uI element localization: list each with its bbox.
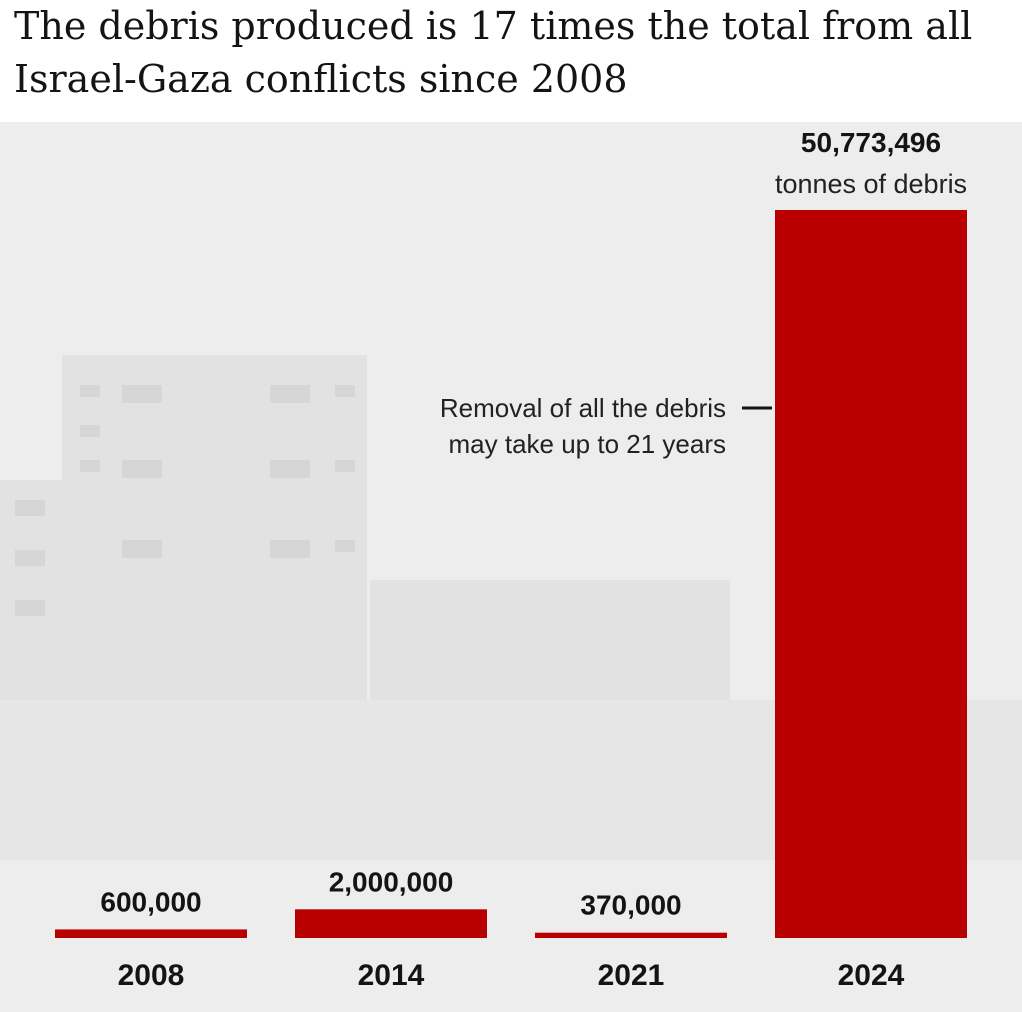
chart-title: The debris produced is 17 times the tota…	[14, 4, 973, 101]
value-label: 2,000,000	[329, 866, 454, 897]
x-tick-label: 2024	[838, 959, 905, 992]
bar	[535, 932, 727, 938]
bars: 2008 600,000 2014 2,000,000 2021 370,000 2024 5…	[55, 127, 967, 992]
value-label: 50,773,496	[801, 127, 941, 158]
x-tick-label: 2021	[598, 959, 665, 992]
background-scene	[0, 355, 1022, 860]
value-unit: tonnes of debris	[775, 169, 967, 199]
background-windows	[15, 385, 355, 616]
annotation: Removal of all the debris may take up to…	[439, 393, 726, 459]
bar	[775, 210, 967, 938]
bar	[55, 929, 247, 938]
x-tick-label: 2008	[118, 959, 185, 992]
bar	[295, 909, 487, 938]
value-label: 370,000	[580, 890, 681, 921]
value-label: 600,000	[100, 886, 201, 917]
x-tick-label: 2014	[358, 959, 425, 992]
